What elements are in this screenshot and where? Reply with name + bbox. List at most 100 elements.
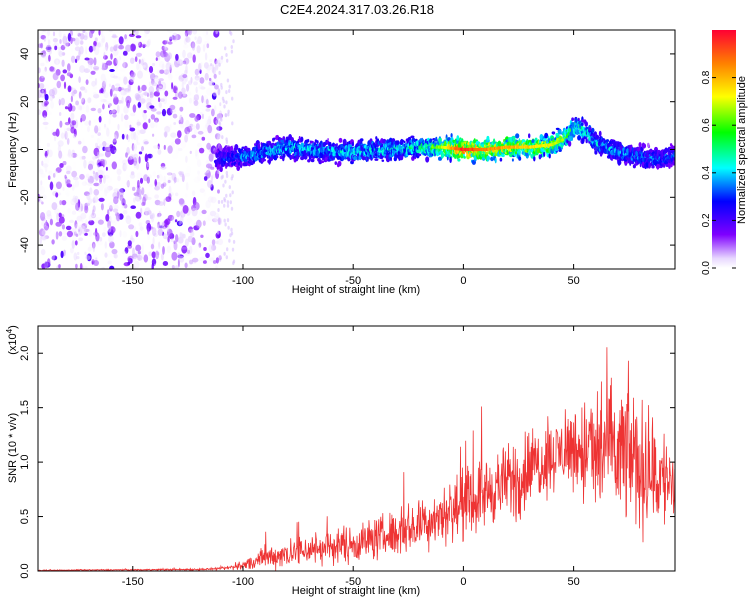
- noise-blob: [99, 98, 104, 106]
- noise-blob: [40, 212, 46, 221]
- noise-blob: [133, 30, 139, 36]
- noise-blob: [151, 83, 154, 92]
- noise-blob: [93, 57, 97, 66]
- noise-blob: [38, 138, 41, 144]
- noise-blob: [67, 175, 73, 180]
- colorbar-tick-label: 0.0: [701, 261, 712, 275]
- noise-blob: [198, 84, 203, 89]
- noise-blob: [181, 212, 184, 219]
- noise-blob: [152, 236, 155, 246]
- noise-blob: [62, 35, 68, 45]
- noise-blob: [89, 187, 93, 195]
- x-tick-label: -150: [122, 576, 144, 588]
- noise-blob: [206, 234, 213, 242]
- ridge-cell: [558, 149, 562, 152]
- noise-blob: [226, 218, 230, 223]
- noise-blob: [47, 149, 53, 158]
- noise-blob: [150, 96, 154, 102]
- ridge-cell: [594, 149, 598, 155]
- noise-blob: [114, 75, 120, 80]
- ridge-cell: [591, 127, 595, 133]
- noise-blob: [79, 45, 84, 55]
- x-tick-label: 0: [460, 576, 466, 588]
- noise-blob: [67, 207, 71, 214]
- noise-blob: [113, 96, 119, 105]
- noise-blob: [195, 123, 200, 130]
- noise-blob: [153, 75, 159, 79]
- noise-blob: [90, 134, 95, 138]
- noise-blob: [40, 180, 43, 186]
- noise-blob: [154, 137, 158, 144]
- noise-blob: [132, 143, 137, 153]
- colorbar-tick-label: 0.4: [701, 165, 712, 179]
- noise-blob: [66, 170, 71, 175]
- noise-blob: [193, 100, 199, 106]
- noise-blob: [58, 231, 63, 237]
- noise-blob: [228, 84, 231, 89]
- noise-blob: [130, 234, 134, 242]
- noise-blob: [177, 236, 184, 244]
- noise-blob: [224, 222, 227, 227]
- noise-blob: [188, 228, 194, 233]
- noise-blob: [211, 108, 215, 117]
- noise-blob: [133, 131, 137, 141]
- noise-blob: [109, 241, 115, 249]
- noise-blob: [225, 255, 228, 260]
- noise-blob: [47, 30, 51, 36]
- noise-blob: [198, 242, 202, 248]
- noise-blob: [79, 155, 86, 161]
- noise-blob: [99, 177, 102, 184]
- noise-blob: [116, 212, 121, 222]
- noise-blob: [133, 157, 138, 166]
- noise-blob: [104, 150, 111, 158]
- noise-blob: [48, 54, 51, 62]
- noise-blob: [207, 124, 213, 134]
- noise-blob: [199, 187, 202, 195]
- noise-blob: [133, 153, 139, 162]
- noise-blob: [133, 30, 136, 33]
- ridge-cell: [486, 135, 490, 141]
- noise-blob: [159, 50, 167, 58]
- noise-blob: [158, 241, 161, 250]
- noise-blob: [163, 95, 167, 105]
- noise-blob: [63, 249, 66, 257]
- noise-blob: [141, 51, 145, 55]
- noise-blob: [74, 240, 78, 246]
- noise-blob: [152, 227, 157, 237]
- noise-blob: [185, 64, 188, 74]
- noise-blob: [58, 212, 62, 218]
- ridge-cell: [449, 156, 452, 163]
- noise-blob: [78, 227, 83, 236]
- noise-blob: [205, 163, 213, 169]
- noise-blob: [100, 158, 105, 163]
- noise-blob: [182, 74, 188, 79]
- noise-blob: [95, 209, 103, 215]
- noise-blob: [65, 225, 72, 231]
- ridge-cell: [577, 117, 580, 122]
- noise-blob: [127, 257, 131, 262]
- noise-blob: [196, 174, 201, 182]
- ridge-cell: [595, 134, 600, 140]
- ridge-cell: [300, 136, 304, 143]
- noise-blob: [123, 198, 127, 204]
- noise-blob: [146, 161, 150, 171]
- noise-blob: [100, 73, 106, 82]
- noise-blob: [210, 196, 217, 204]
- noise-blob: [223, 198, 227, 203]
- noise-blob: [176, 220, 183, 227]
- ridge-cell: [303, 155, 308, 160]
- noise-blob: [159, 221, 165, 227]
- noise-blob: [179, 255, 185, 263]
- noise-blob: [55, 181, 62, 190]
- noise-blob: [179, 114, 183, 123]
- ridge-cell: [307, 159, 311, 163]
- noise-blob: [105, 166, 108, 171]
- noise-blob: [158, 102, 162, 108]
- noise-blob: [196, 159, 202, 168]
- noise-blob: [171, 82, 174, 90]
- ridge-cell: [511, 158, 514, 162]
- noise-blob: [125, 152, 128, 158]
- noise-blob: [65, 189, 71, 197]
- noise-blob: [49, 66, 56, 73]
- noise-blob: [63, 128, 67, 134]
